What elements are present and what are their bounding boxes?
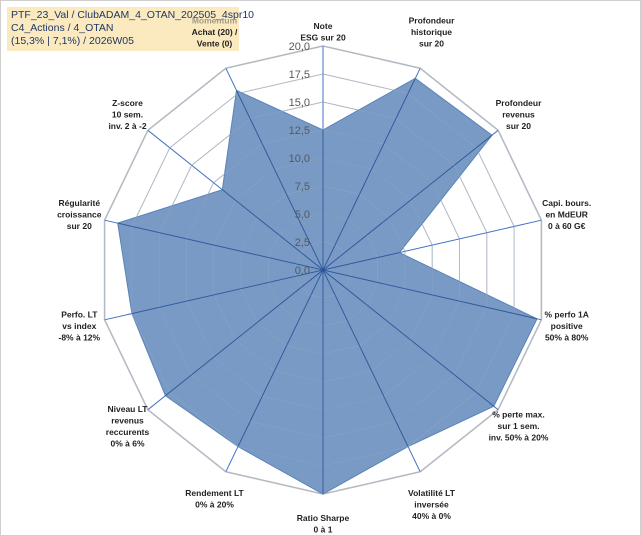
series-area: [117, 77, 538, 495]
axis-label-line: ESG sur 20: [300, 33, 346, 43]
axis-label-line: sur 20: [419, 38, 444, 48]
tick-label: 2,5: [295, 237, 310, 249]
tick-label: 10,0: [289, 153, 310, 165]
axis-label: Régularité croissance sur 20: [57, 198, 102, 231]
axis-label-line: Perfo. LT: [61, 309, 98, 319]
axis-label-line: historique: [411, 27, 452, 37]
axis-label-line: 40% à 0%: [412, 511, 451, 521]
axis-spoke-overlay: [322, 252, 400, 271]
axis-label: Capi. bours. en MdEUR 0 à 60 G€: [542, 198, 591, 231]
axis-spoke-overlay: [237, 269, 324, 447]
axis-spoke-overlay: [236, 90, 324, 271]
tick-label: 20,0: [289, 41, 310, 53]
axis-label: Profondeur revenus sur 20: [496, 98, 542, 131]
axis-label-line: croissance: [57, 210, 102, 220]
axis-label-line: Note: [314, 21, 333, 31]
radar-tick-labels: 0,0 2,5 5,0 7,5 10,0 12,5 15,0 17,5 20,0: [289, 41, 310, 277]
axis-label-line: % perte max.: [492, 410, 544, 420]
axis-spoke-overlay: [322, 269, 409, 447]
tick-label: 15,0: [289, 97, 310, 109]
tick-label: 12,5: [289, 125, 310, 137]
axis-spoke-overlay: [165, 269, 324, 397]
axis-label-line: vs index: [62, 321, 96, 331]
portfolio-stats: (15,3% | 7,1%) / 2026W05: [11, 35, 134, 47]
axis-label-line: % perfo 1A: [544, 309, 588, 319]
axis-spoke-overlay: [322, 78, 416, 271]
axis-label: Perfo. LT vs index -8% à 12%: [59, 309, 101, 342]
axis-label-line: Capi. bours.: [542, 198, 591, 208]
axis-label-line: Z-score: [112, 98, 143, 108]
axis-label-line: 0% à 6%: [110, 438, 144, 448]
axis-label: Ratio Sharpe 0 à 1: [297, 513, 350, 535]
axis-label: Volatilité LT inversée 40% à 0%: [408, 488, 456, 521]
axis-label-line: inv. 50% à 20%: [489, 433, 549, 443]
axis-label-line: Niveau LT: [108, 404, 149, 414]
axis-label: Momentum Achat (20) / Vente (0): [192, 15, 238, 48]
axis-spoke-overlay: [131, 269, 324, 314]
axis-label-line: 0 à 60 G€: [548, 221, 586, 231]
portfolio-name: PTF_23_Val / ClubADAM_4_OTAN_202505_4spr…: [11, 9, 254, 21]
axis-label-line: inv. 2 à -2: [108, 121, 146, 131]
axis-spoke-overlay: [322, 269, 538, 320]
axis-label-line: inversée: [414, 500, 449, 510]
axis-label-line: -8% à 12%: [59, 332, 101, 342]
axis-label-line: sur 20: [67, 221, 92, 231]
axis-label-line: reccurents: [106, 427, 150, 437]
axis-label-line: sur 20: [506, 121, 531, 131]
portfolio-info-box: PTF_23_Val / ClubADAM_4_OTAN_202505_4spr…: [7, 7, 254, 51]
portfolio-category: C4_Actions / 4_OTAN: [11, 22, 114, 34]
axis-label: Profondeur historique sur 20: [409, 15, 455, 48]
axis-label: % perfo 1A positive 50% à 80%: [544, 309, 588, 342]
axis-label-line: sur 1 sem.: [497, 421, 539, 431]
axis-label-line: positive: [551, 321, 583, 331]
tick-label: 7,5: [295, 181, 310, 193]
tick-label: 17,5: [289, 69, 310, 81]
tick-label: 5,0: [295, 209, 310, 221]
axis-label-line: Vente (0): [197, 38, 233, 48]
axis-label-line: revenus: [111, 415, 144, 425]
axis-spoke-overlay: [322, 269, 495, 407]
axis-spoke-overlay: [117, 222, 324, 271]
axis-label-line: Volatilité LT: [408, 488, 456, 498]
axis-label-line: Achat (20) /: [192, 27, 238, 37]
axis-label-line: Ratio Sharpe: [297, 513, 350, 523]
tick-label: 0,0: [295, 265, 310, 277]
axis-label: Niveau LT revenus reccurents 0% à 6%: [106, 404, 150, 449]
axis-label-line: Momentum: [192, 15, 238, 25]
radar-series: [104, 45, 542, 495]
axis-label-line: Régularité: [59, 198, 101, 208]
axis-label-line: 0 à 1: [314, 525, 333, 535]
axis-label-line: Rendement LT: [185, 488, 244, 498]
axis-spoke-overlay: [222, 189, 324, 271]
axis-spoke-overlay: [322, 134, 493, 271]
axis-label-line: 10 sem.: [112, 109, 143, 119]
axis-label-line: en MdEUR: [545, 210, 588, 220]
axis-label-line: Profondeur: [409, 15, 455, 25]
axis-label-line: 0% à 20%: [195, 500, 234, 510]
axis-label: % perte max. sur 1 sem. inv. 50% à 20%: [489, 410, 549, 443]
axis-label: Note ESG sur 20: [300, 21, 346, 43]
axis-label: Z-score 10 sem. inv. 2 à -2: [108, 98, 146, 131]
axis-label-line: revenus: [502, 109, 535, 119]
axis-label-line: Profondeur: [496, 98, 542, 108]
axis-label: Rendement LT 0% à 20%: [185, 488, 244, 510]
axis-label-line: 50% à 80%: [545, 332, 589, 342]
